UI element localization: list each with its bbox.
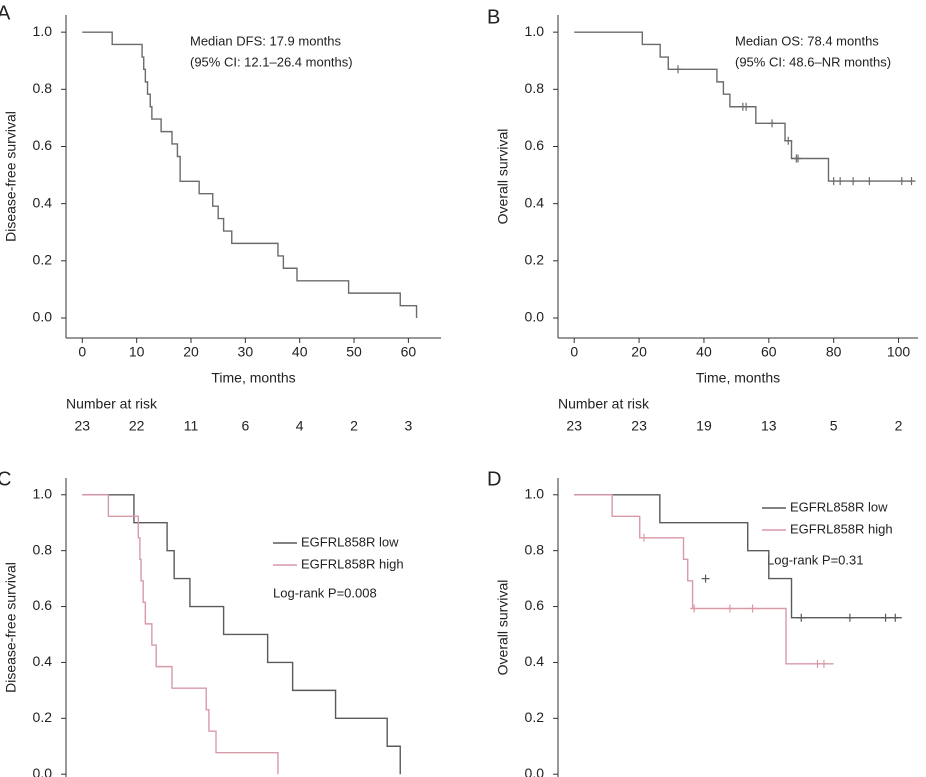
censor-mark: [849, 177, 858, 186]
risk-value: 4: [296, 418, 304, 434]
censor-mark: [845, 613, 854, 622]
censor-mark: [784, 136, 793, 145]
legend-label: EGFRL858R high: [790, 521, 893, 536]
risk-value: 6: [241, 418, 249, 434]
y-tick-label: 0.4: [33, 653, 53, 669]
annotation: Median OS: 78.4 months: [735, 33, 879, 48]
x-tick-label: 0: [78, 344, 86, 360]
risk-value: 11: [184, 418, 199, 434]
censor-mark: [865, 177, 874, 186]
risk-table-title: Number at risk: [558, 396, 650, 412]
risk-value: 3: [404, 418, 412, 434]
y-tick-label: 0.8: [525, 541, 545, 557]
x-tick-label: 10: [129, 344, 145, 360]
annotation: Log-rank P=0.31: [767, 552, 863, 567]
y-tick-label: 0.4: [525, 194, 545, 210]
y-axis-title: Overall survival: [495, 580, 511, 676]
annotation: (95% CI: 48.6–NR months): [735, 54, 891, 69]
annotation: Median DFS: 17.9 months: [190, 33, 342, 48]
y-tick-label: 0.0: [33, 765, 53, 777]
x-axis-title: Time, months: [696, 370, 780, 386]
risk-value: 5: [830, 418, 838, 434]
censor-mark: [748, 604, 757, 613]
censor-mark: [742, 102, 751, 111]
y-axis-title: Overall survival: [495, 129, 511, 225]
x-tick-label: 20: [631, 344, 647, 360]
x-tick-label: 80: [826, 344, 842, 360]
y-tick-label: 1.0: [525, 23, 545, 39]
censor-mark: [690, 604, 699, 613]
y-tick-label: 0.8: [33, 80, 53, 96]
x-tick-label: 20: [183, 344, 199, 360]
risk-value: 23: [631, 418, 647, 434]
censor-mark: [701, 574, 710, 583]
censor-mark: [881, 613, 890, 622]
y-axis-title: Disease-free survival: [3, 562, 19, 693]
y-axis-title: Disease-free survival: [3, 111, 19, 242]
x-tick-label: 30: [238, 344, 254, 360]
y-tick-label: 1.0: [33, 23, 53, 39]
risk-value: 2: [350, 418, 358, 434]
y-tick-label: 0.4: [33, 194, 53, 210]
censor-mark: [797, 613, 806, 622]
y-tick-label: 0.6: [525, 597, 545, 613]
y-tick-label: 1.0: [33, 485, 53, 501]
y-tick-label: 0.2: [33, 252, 53, 268]
censor-mark: [891, 613, 900, 622]
x-tick-label: 60: [761, 344, 777, 360]
y-tick-label: 0.6: [525, 137, 545, 153]
x-tick-label: 100: [887, 344, 911, 360]
survival-curve: [574, 494, 834, 665]
x-tick-label: 0: [570, 344, 578, 360]
risk-value: 22: [129, 418, 145, 434]
x-axis-title: Time, months: [211, 370, 295, 386]
y-tick-label: 0.2: [525, 709, 545, 725]
survival-curve: [574, 494, 902, 619]
survival-curve: [82, 31, 418, 318]
y-tick-label: 0.2: [33, 709, 53, 725]
legend-label: EGFRL858R high: [301, 556, 404, 571]
panel-label: A: [0, 2, 11, 24]
censor-mark: [813, 659, 822, 668]
annotation: (95% CI: 12.1–26.4 months): [190, 54, 353, 69]
y-tick-label: 0.8: [33, 541, 53, 557]
y-tick-label: 0.0: [525, 309, 545, 325]
survival-curve: [574, 31, 915, 182]
risk-value: 23: [75, 418, 91, 434]
risk-value: 19: [696, 418, 712, 434]
legend-label: EGFRL858R low: [301, 534, 399, 549]
x-tick-label: 60: [401, 344, 417, 360]
y-tick-label: 0.6: [33, 597, 53, 613]
y-tick-label: 0.8: [525, 80, 545, 96]
risk-value: 23: [566, 418, 582, 434]
risk-table-title: Number at risk: [66, 396, 158, 412]
survival-curve: [82, 494, 401, 775]
x-tick-label: 40: [696, 344, 712, 360]
risk-value: 13: [761, 418, 777, 434]
y-tick-label: 0.6: [33, 137, 53, 153]
x-tick-label: 40: [292, 344, 308, 360]
legend-label: EGFRL858R low: [790, 499, 888, 514]
censor-mark: [674, 65, 682, 74]
panel-label: D: [487, 468, 501, 490]
censor-mark: [794, 154, 802, 163]
y-tick-label: 0.2: [525, 252, 545, 268]
x-tick-label: 50: [346, 344, 362, 360]
panel-label: C: [0, 468, 11, 490]
y-tick-label: 0.0: [525, 765, 545, 777]
censor-mark: [897, 177, 906, 186]
censor-mark: [768, 119, 777, 128]
y-tick-label: 0.4: [525, 653, 545, 669]
annotation: Log-rank P=0.008: [273, 585, 377, 600]
risk-value: 2: [895, 418, 903, 434]
y-tick-label: 0.0: [33, 309, 53, 325]
censor-mark: [836, 177, 845, 186]
censor-mark: [639, 533, 648, 542]
panel-label: B: [487, 6, 500, 28]
survival-curve: [82, 494, 279, 775]
censor-mark: [725, 604, 734, 613]
censor-mark: [907, 177, 916, 186]
y-tick-label: 1.0: [525, 485, 545, 501]
